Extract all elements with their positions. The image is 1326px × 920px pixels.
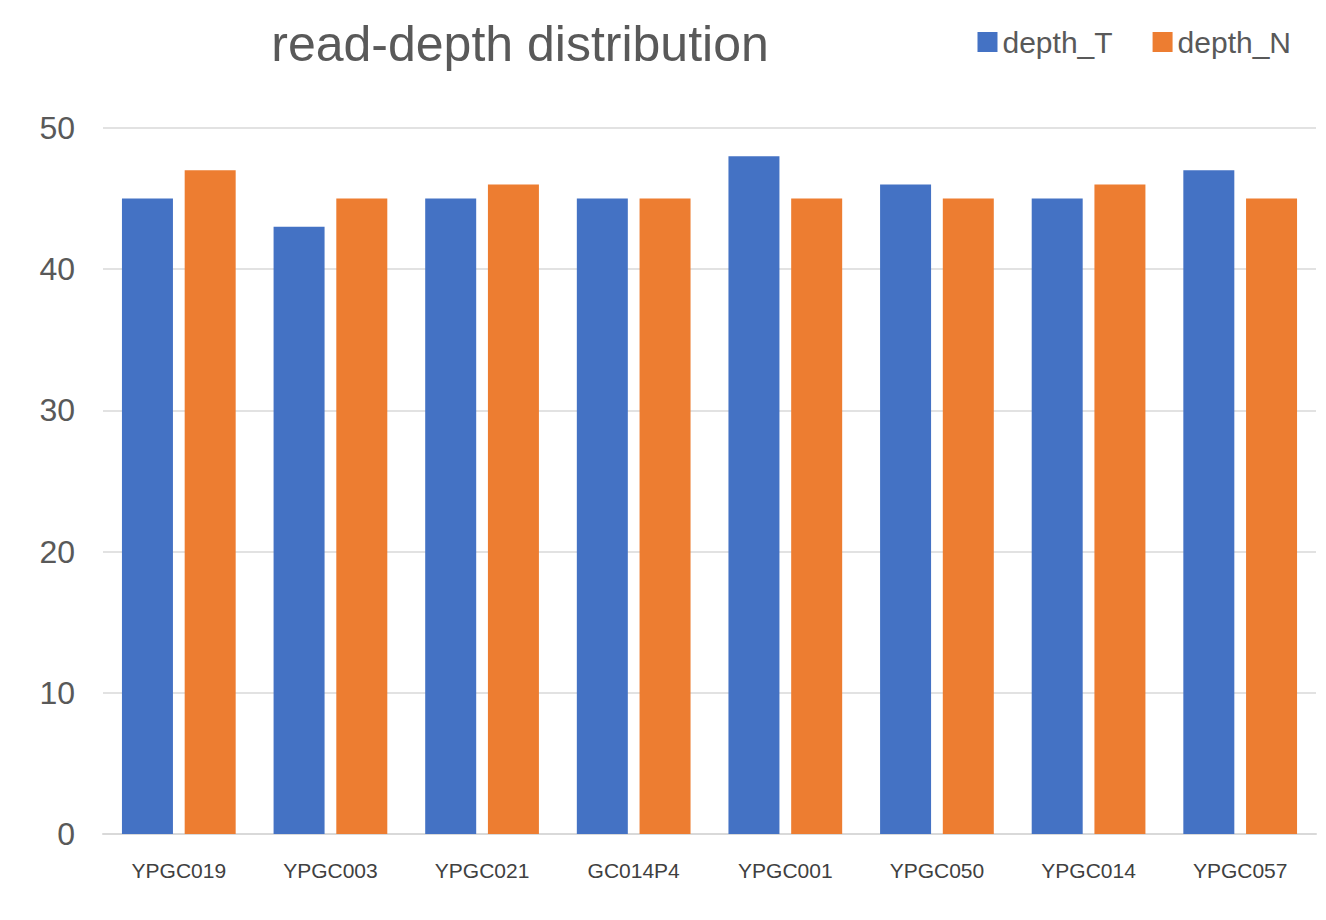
svg-text:0: 0 — [57, 816, 75, 852]
svg-text:read-depth distribution: read-depth distribution — [271, 16, 769, 72]
svg-text:YPGC057: YPGC057 — [1193, 859, 1288, 882]
svg-text:20: 20 — [39, 534, 75, 570]
svg-text:YPGC021: YPGC021 — [435, 859, 530, 882]
svg-text:40: 40 — [39, 251, 75, 287]
svg-text:GC014P4: GC014P4 — [588, 859, 681, 882]
svg-text:depth_N: depth_N — [1178, 26, 1291, 59]
svg-text:depth_T: depth_T — [1002, 26, 1112, 59]
svg-text:YPGC003: YPGC003 — [283, 859, 378, 882]
svg-text:YPGC001: YPGC001 — [738, 859, 833, 882]
svg-text:30: 30 — [39, 392, 75, 428]
svg-text:YPGC014: YPGC014 — [1041, 859, 1136, 882]
svg-text:YPGC050: YPGC050 — [890, 859, 985, 882]
svg-text:50: 50 — [39, 110, 75, 146]
svg-text:YPGC019: YPGC019 — [132, 859, 227, 882]
svg-text:10: 10 — [39, 675, 75, 711]
